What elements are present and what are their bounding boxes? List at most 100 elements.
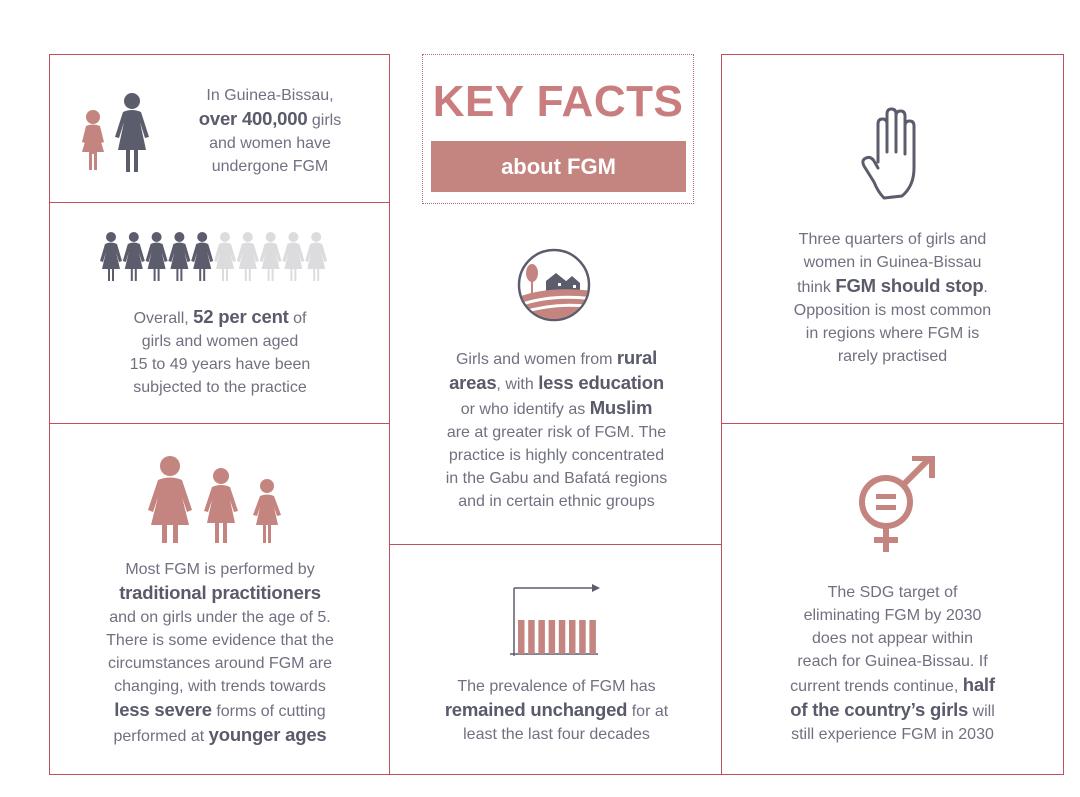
panel4-highlight4: Muslim	[589, 397, 653, 418]
village-icon	[517, 248, 591, 322]
panel6-line3-end: .	[983, 279, 988, 296]
panel4-line7: and in certain ethnic groups	[458, 493, 655, 510]
panel7-highlight1: half	[962, 674, 995, 695]
panel2-line1-rest: of	[288, 310, 307, 327]
ten-women-icon	[100, 232, 328, 281]
panel7-line4: reach for Guinea-Bissau. If	[797, 653, 988, 670]
woman-figure	[305, 232, 328, 281]
woman-figure	[282, 232, 305, 281]
trend-bar	[548, 620, 556, 654]
panel3-highlight3: younger ages	[208, 724, 327, 745]
panel6-line4: Opposition is most common	[793, 302, 992, 319]
panel6-highlight: FGM should stop	[835, 275, 984, 296]
panel7-line6: of the country’s girls will	[745, 698, 1040, 723]
panel5-text: The prevalence of FGM has remained uncha…	[404, 675, 709, 746]
trend-bar	[589, 620, 596, 654]
panel3-line2: traditional practitioners	[60, 581, 380, 606]
panel2-line3: 15 to 49 years have been	[129, 356, 311, 373]
three-figures-icon	[148, 456, 281, 543]
panel4-line4: are at greater risk of FGM. The	[446, 424, 667, 441]
panel1-line2-rest: girls	[307, 112, 342, 129]
panel3-highlight1: traditional practitioners	[119, 582, 321, 603]
panel4-text: Girls and women from rural areas, with l…	[404, 346, 709, 513]
panel4-line2: areas, with less education	[404, 371, 709, 396]
raised-hand-icon	[861, 107, 916, 200]
trend-bar	[538, 620, 545, 654]
key-facts-header: KEY FACTS	[422, 54, 694, 204]
panel4-highlight2: areas	[449, 372, 497, 393]
panel2-line1: Overall, 52 per cent of	[90, 305, 350, 330]
panel7-line6-rest: will	[968, 703, 995, 720]
page-subtitle: about FGM	[431, 141, 686, 192]
panel3-line7-rest: forms of cutting	[211, 703, 326, 720]
panel2-text: Overall, 52 per cent of girls and women …	[90, 305, 350, 399]
panel3-line1: Most FGM is performed by	[125, 561, 315, 578]
trend-bar	[569, 620, 576, 654]
trend-bar	[579, 620, 586, 654]
panel5-line2: remained unchanged for at	[404, 698, 709, 723]
panel7-line3: does not appear within	[812, 630, 973, 647]
panel6-line1: Three quarters of girls and	[798, 231, 987, 248]
panel5-highlight: remained unchanged	[444, 699, 628, 720]
panel2-line1-start: Overall,	[133, 310, 194, 327]
woman-figure	[214, 232, 236, 281]
panel7-highlight2: of the country’s girls	[790, 699, 969, 720]
panel4-line1-start: Girls and women from	[455, 351, 617, 368]
trend-bar	[558, 620, 566, 654]
panel2-line4: subjected to the practice	[133, 379, 307, 396]
panel7-line5-start: current trends continue,	[790, 678, 963, 695]
panel3-line3: and on girls under the age of 5.	[109, 609, 331, 626]
panel7-line2: eliminating FGM by 2030	[803, 607, 982, 624]
woman-figure	[122, 232, 145, 281]
panel4-highlight1: rural	[616, 347, 658, 368]
panel6-line5: in regions where FGM is	[805, 325, 980, 342]
panel1-line4: undergone FGM	[211, 158, 329, 175]
woman-figure	[100, 232, 122, 281]
panel1-line1: In Guinea-Bissau,	[206, 87, 334, 104]
panel5-line2-rest: for at	[627, 703, 669, 720]
woman-figure	[259, 232, 282, 281]
panel-sdg	[721, 423, 1064, 775]
panel6-line2: women in Guinea-Bissau	[803, 254, 982, 271]
panel4-line2-mid: , with	[496, 376, 539, 393]
panel5-line3: least the last four decades	[463, 726, 650, 743]
woman-figure	[145, 232, 168, 281]
panel3-text: Most FGM is performed by traditional pra…	[60, 558, 380, 748]
panel4-line6: in the Gabu and Bafatá regions	[445, 470, 668, 487]
panel3-line8: performed at younger ages	[60, 723, 380, 748]
panel4-line3-start: or who identify as	[460, 401, 590, 418]
panel3-line8-start: performed at	[113, 728, 209, 745]
panel3-highlight2: less severe	[114, 699, 212, 720]
panel1-text: In Guinea-Bissau, over 400,000 girls and…	[170, 84, 370, 178]
woman-figure	[168, 232, 191, 281]
panel2-line2: girls and women aged	[141, 333, 299, 350]
panel6-line6: rarely practised	[837, 348, 948, 365]
panel4-line1: Girls and women from rural	[404, 346, 709, 371]
panel6-text: Three quarters of girls and women in Gui…	[745, 228, 1040, 368]
panel7-line1: The SDG target of	[827, 584, 958, 601]
panel3-line6: changing, with trends towards	[114, 678, 326, 695]
woman-figure	[191, 232, 214, 281]
gender-equality-icon	[859, 456, 935, 552]
bar-trend-icon	[510, 584, 600, 656]
woman-and-girl-icon	[82, 93, 149, 172]
panel6-line3-start: think	[797, 279, 836, 296]
trend-bar	[528, 620, 535, 654]
panel1-line3: and women have	[209, 135, 331, 152]
panel7-line7: still experience FGM in 2030	[791, 726, 994, 743]
panel6-line3: think FGM should stop.	[745, 274, 1040, 299]
panel7-text: The SDG target of eliminating FGM by 203…	[745, 581, 1040, 746]
panel3-line4: There is some evidence that the	[106, 632, 334, 649]
panel4-line3: or who identify as Muslim	[404, 396, 709, 421]
panel7-line5: current trends continue, half	[745, 673, 1040, 698]
panel1-highlight: over 400,000	[198, 108, 308, 129]
panel1-line2: over 400,000 girls	[170, 107, 370, 132]
panel4-highlight3: less education	[538, 372, 664, 393]
trend-bar	[518, 620, 525, 654]
panel4-line5: practice is highly concentrated	[448, 447, 665, 464]
panel3-line7: less severe forms of cutting	[60, 698, 380, 723]
panel3-line5: circumstances around FGM are	[107, 655, 333, 672]
panel2-highlight: 52 per cent	[193, 306, 289, 327]
page-title: KEY FACTS	[432, 77, 684, 126]
panel5-line1: The prevalence of FGM has	[457, 678, 656, 695]
